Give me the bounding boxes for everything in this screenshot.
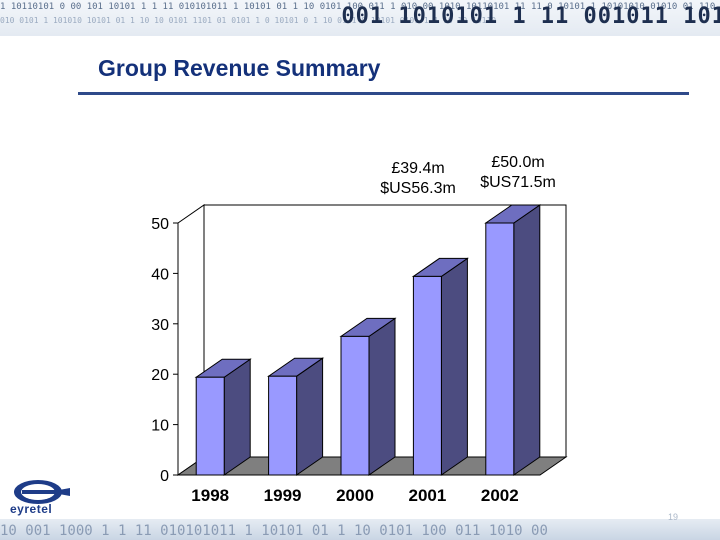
- banner-binary-text: 1 10110101 0 00 101 10101 1 1 11 0101010…: [0, 2, 720, 12]
- logo-wordmark: eyretel: [10, 502, 53, 516]
- top-banner: 1 10110101 0 00 101 10101 1 1 11 0101010…: [0, 0, 720, 36]
- bar: [484, 204, 542, 476]
- bottom-banner: 10 001 1000 1 1 11 010101011 1 10101 01 …: [0, 519, 720, 540]
- x-tick-label: 1998: [191, 486, 229, 505]
- bar-side: [513, 204, 541, 476]
- y-tick-label: 30: [151, 317, 169, 334]
- chart-bars: [194, 204, 542, 476]
- annotation-2001-gbp: £39.4m: [391, 160, 445, 177]
- y-tick-label: 10: [151, 418, 169, 435]
- bar-side: [296, 357, 324, 476]
- annotation-2002-gbp: £50.0m: [491, 154, 545, 171]
- bar: [266, 357, 325, 476]
- page-number: 19: [668, 512, 679, 522]
- x-tick-label: 2002: [481, 486, 519, 505]
- bar-front: [412, 275, 442, 476]
- y-tick-label: 20: [151, 367, 169, 384]
- bar-front: [485, 222, 515, 476]
- x-tick-label: 1999: [264, 486, 302, 505]
- bar-side: [440, 257, 468, 476]
- y-tick-label: 50: [151, 216, 169, 233]
- title-underline: [78, 92, 689, 95]
- chart-y-axis: [173, 222, 179, 476]
- y-tick-label: 0: [160, 468, 169, 485]
- bar-side: [223, 358, 251, 476]
- bar-front: [268, 375, 298, 476]
- bar: [194, 358, 252, 476]
- y-tick-label: 40: [151, 266, 169, 283]
- bar: [339, 317, 397, 476]
- x-tick-label: 2001: [408, 486, 446, 505]
- annotation-2001: £39.4m $US56.3m: [370, 159, 466, 199]
- chart-tick-labels: 0 10 20 30 40 50 1998 1999 2000 2001 2002: [151, 216, 519, 505]
- eyretel-e-logo-icon: [14, 480, 70, 504]
- annotation-2002-usd: $US71.5m: [480, 174, 556, 191]
- banner-binary-text-faint: 010 0101 1 101010 10101 01 1 10 10 0101 …: [0, 16, 497, 25]
- bar-side: [368, 317, 396, 476]
- slide-title: Group Revenue Summary: [98, 55, 381, 81]
- bar-front: [340, 335, 370, 476]
- annotation-2002: £50.0m $US71.5m: [472, 153, 564, 193]
- annotation-2001-usd: $US56.3m: [380, 180, 456, 197]
- banner-binary-large-text: 001 1010101 1 11 001011 101: [341, 4, 720, 29]
- bar: [411, 257, 470, 476]
- x-tick-label: 2000: [336, 486, 374, 505]
- bottom-binary-text: 10 001 1000 1 1 11 010101011 1 10101 01 …: [0, 523, 548, 539]
- bar-front: [195, 376, 225, 476]
